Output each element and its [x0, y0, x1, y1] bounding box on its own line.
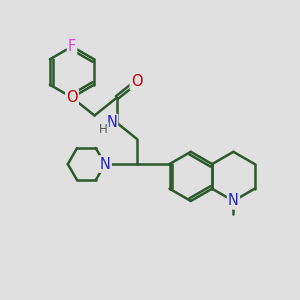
Text: N: N: [100, 157, 110, 172]
Text: N: N: [100, 157, 110, 172]
Text: O: O: [131, 74, 142, 89]
Text: F: F: [68, 39, 76, 54]
Text: N: N: [106, 115, 117, 130]
Text: O: O: [66, 90, 78, 105]
Text: N: N: [228, 194, 239, 208]
Text: H: H: [99, 123, 108, 136]
